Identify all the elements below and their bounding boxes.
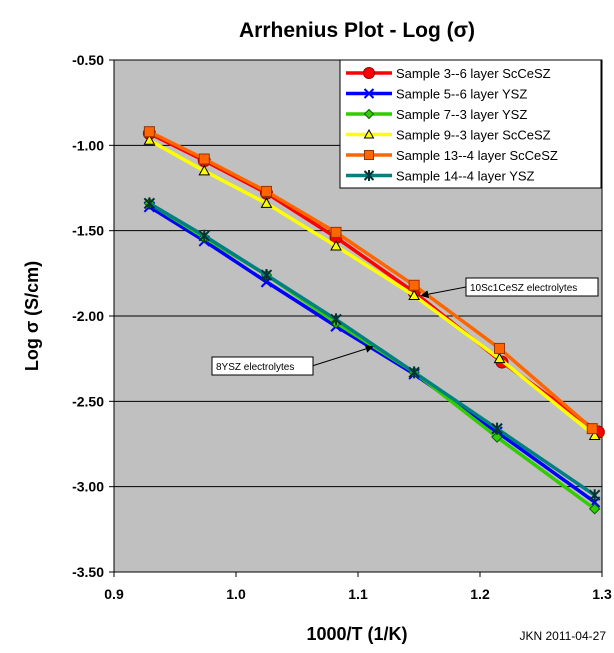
chart-title: Arrhenius Plot - Log (σ) (239, 19, 475, 42)
data-point (363, 88, 375, 99)
y-tick-label: -0.50 (72, 52, 104, 68)
data-point (260, 197, 273, 208)
x-tick-label: 1.2 (470, 586, 490, 602)
x-tick-label: 1.0 (226, 586, 246, 602)
annotation-label: 8YSZ electrolytes (216, 362, 294, 373)
annotation-box (211, 356, 314, 376)
legend-label: Sample 3--6 layer ScCeSZ (396, 66, 551, 81)
data-point (408, 366, 420, 379)
y-axis-label: Log σ (S/cm) (22, 261, 42, 371)
y-tick-label: -3.50 (72, 564, 104, 580)
data-point (363, 67, 375, 79)
legend: Sample 3--6 layer ScCeSZ Sample 5--6 laye… (339, 59, 602, 189)
x-tick-label: 1.1 (348, 586, 368, 602)
x-tick-label: 1.3 (592, 586, 612, 602)
legend-label: Sample 13--4 layer ScCeSZ (396, 148, 558, 163)
data-point (261, 185, 272, 197)
legend-entry: Sample 3--6 layer ScCeSZ (346, 66, 551, 81)
legend-entry: Sample 14--4 layer YSZ (346, 169, 535, 184)
legend-label: Sample 5--6 layer YSZ (396, 87, 527, 102)
annotation-label: 10Sc1CeSZ electrolytes (470, 283, 577, 294)
y-tick-label: -1.00 (72, 137, 104, 153)
x-tick-label: 0.9 (104, 586, 124, 602)
data-point (494, 342, 506, 354)
y-tick-label: -2.00 (72, 308, 104, 324)
data-point (143, 126, 155, 138)
legend-entry: Sample 5--6 layer YSZ (346, 87, 527, 102)
data-point (491, 431, 503, 443)
legend-label: Sample 14--4 layer YSZ (396, 169, 535, 184)
data-point (588, 429, 601, 440)
y-tick-label: -2.50 (72, 393, 104, 409)
annotation: 8YSZ electrolytes (211, 345, 374, 376)
annotation-box (465, 277, 599, 297)
data-point (588, 503, 601, 515)
legend-label: Sample 7--3 layer YSZ (396, 107, 527, 122)
data-point (363, 108, 375, 120)
footer-credit: JKN 2011-04-27 (520, 629, 607, 643)
series (143, 134, 601, 440)
series (143, 126, 598, 435)
y-tick-label: -1.50 (72, 223, 104, 239)
data-point (364, 150, 374, 160)
legend-box (339, 59, 602, 189)
data-point (198, 153, 210, 165)
data-point (491, 422, 503, 435)
x-axis: 0.9 1.0 1.1 1.2 1.3 (104, 572, 612, 602)
data-point (330, 313, 342, 326)
data-point (408, 289, 420, 301)
annotation: 10Sc1CeSZ electrolytes (420, 277, 599, 299)
series (143, 197, 601, 502)
y-axis: -0.50 -1.00 -1.50 -2.00 -2.50 -3.00 -3.50 (72, 52, 114, 580)
series-group (142, 126, 605, 515)
annotation-arrow (420, 286, 467, 299)
data-point (198, 164, 211, 176)
data-point (363, 128, 375, 139)
y-tick-label: -3.00 (72, 479, 104, 495)
annotations: 10Sc1CeSZ electrolytes 8YSZ electrolytes (211, 277, 599, 376)
legend-entry: Sample 13--4 layer ScCeSZ (346, 148, 558, 163)
legend-label: Sample 9--3 layer ScCeSZ (396, 128, 551, 143)
data-point (588, 489, 601, 502)
data-point (363, 170, 375, 181)
data-point (586, 423, 598, 435)
legend-entry: Sample 9--3 layer ScCeSZ (346, 128, 551, 143)
annotation-arrow (311, 345, 374, 367)
legend-entry: Sample 7--3 layer YSZ (346, 107, 527, 122)
data-point (408, 279, 420, 291)
data-point (198, 229, 210, 242)
data-point (143, 197, 156, 210)
data-point (330, 226, 342, 238)
data-point (143, 134, 156, 145)
data-point (493, 352, 506, 364)
x-axis-label: 1000/T (1/K) (306, 624, 407, 644)
data-point (260, 269, 273, 282)
data-point (330, 239, 342, 251)
